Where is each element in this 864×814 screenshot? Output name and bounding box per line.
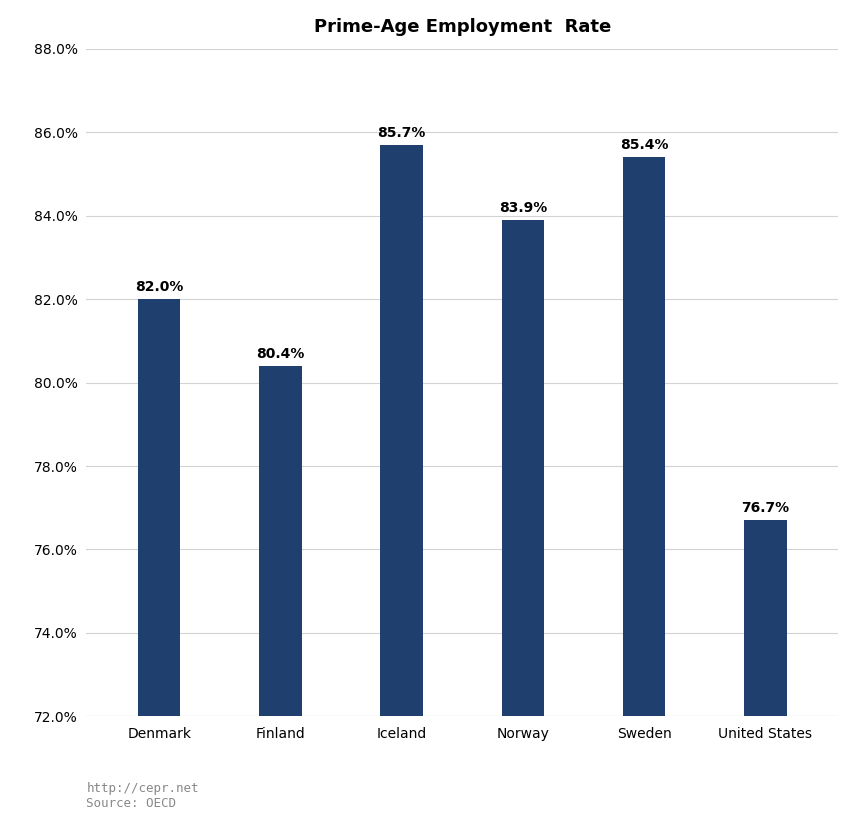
Text: 80.4%: 80.4%: [257, 347, 305, 361]
Bar: [138, 299, 181, 814]
Bar: [623, 157, 665, 814]
Text: 85.7%: 85.7%: [378, 126, 426, 140]
Bar: [259, 365, 302, 814]
Text: 82.0%: 82.0%: [135, 280, 183, 294]
Text: 76.7%: 76.7%: [741, 501, 790, 515]
Text: 83.9%: 83.9%: [499, 201, 547, 215]
Title: Prime-Age Employment  Rate: Prime-Age Employment Rate: [314, 18, 611, 36]
Text: 85.4%: 85.4%: [619, 138, 669, 152]
Bar: [744, 520, 786, 814]
Bar: [502, 220, 544, 814]
Bar: [380, 145, 422, 814]
Text: http://cepr.net
Source: OECD: http://cepr.net Source: OECD: [86, 782, 199, 810]
